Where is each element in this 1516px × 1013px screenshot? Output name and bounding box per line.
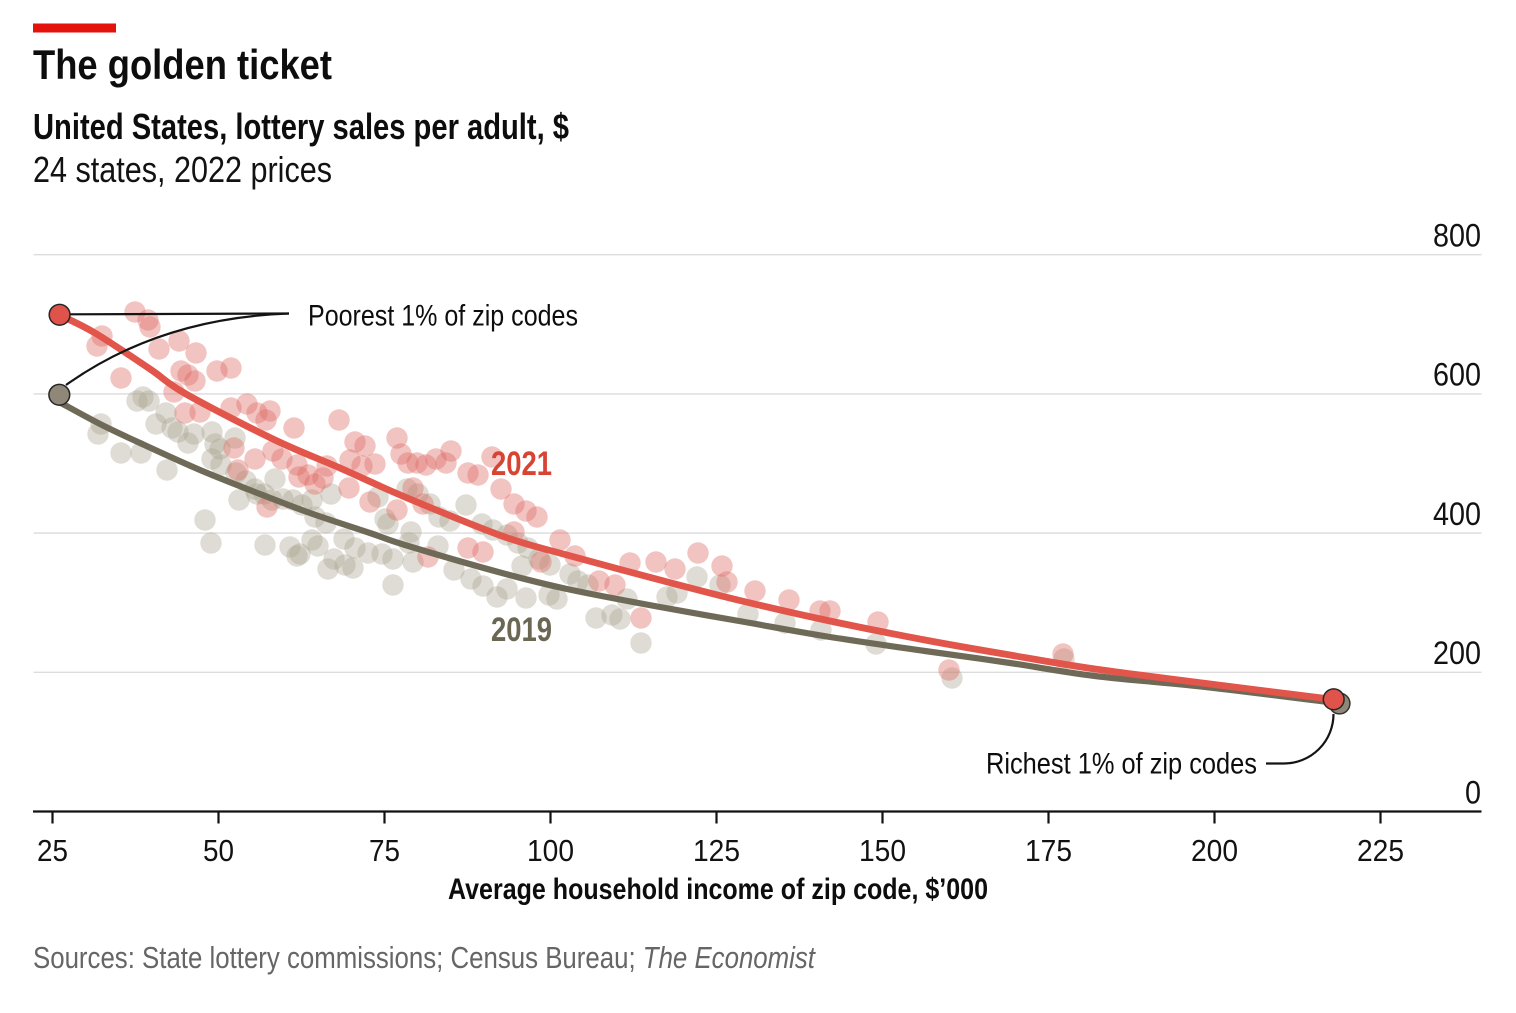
svg-text:125: 125 xyxy=(693,833,740,868)
svg-text:400: 400 xyxy=(1433,496,1481,532)
svg-text:Poorest 1% of zip codes: Poorest 1% of zip codes xyxy=(308,300,578,333)
svg-text:200: 200 xyxy=(1191,833,1238,868)
svg-text:24 states, 2022 prices: 24 states, 2022 prices xyxy=(33,149,332,190)
svg-text:0: 0 xyxy=(1465,774,1481,810)
svg-text:Sources: State lottery commiss: Sources: State lottery commissions; Cens… xyxy=(33,940,816,975)
svg-text:United States, lottery sales p: United States, lottery sales per adult, … xyxy=(33,106,569,147)
svg-text:100: 100 xyxy=(527,833,574,868)
svg-text:25: 25 xyxy=(37,833,68,868)
svg-text:2021: 2021 xyxy=(491,445,552,483)
svg-text:175: 175 xyxy=(1025,833,1072,868)
svg-text:Average household income of zi: Average household income of zip code, $’… xyxy=(448,873,988,906)
svg-text:225: 225 xyxy=(1357,833,1404,868)
svg-text:50: 50 xyxy=(203,833,234,868)
svg-text:Richest 1% of zip codes: Richest 1% of zip codes xyxy=(986,748,1257,781)
svg-text:The golden ticket: The golden ticket xyxy=(33,41,332,88)
svg-text:75: 75 xyxy=(369,833,400,868)
svg-text:600: 600 xyxy=(1433,357,1481,393)
svg-text:200: 200 xyxy=(1433,635,1481,671)
svg-text:150: 150 xyxy=(859,833,906,868)
svg-text:2019: 2019 xyxy=(491,611,552,649)
svg-text:800: 800 xyxy=(1433,218,1481,254)
